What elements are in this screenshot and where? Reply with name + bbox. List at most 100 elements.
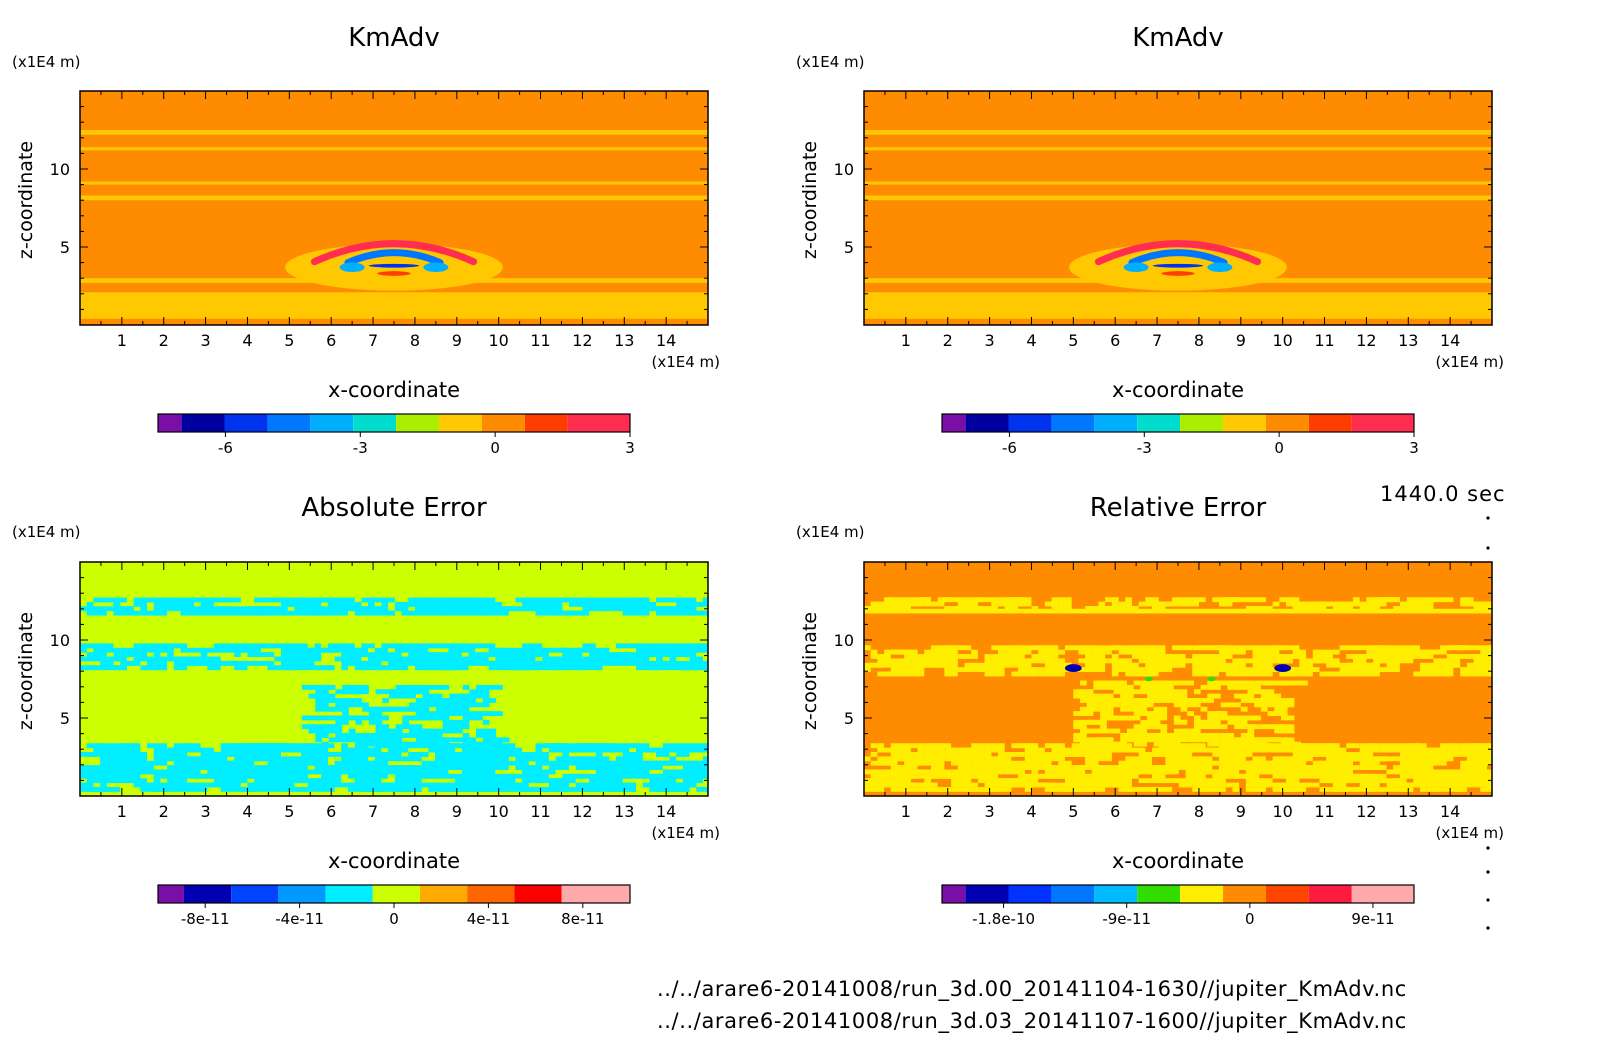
speckle-cell [1386,747,1400,753]
speckle-cell [864,667,871,673]
speckle-cell [140,643,168,649]
speckle-cell [1440,752,1447,757]
speckle-cell [1085,786,1106,792]
speckle-cell [977,786,985,792]
speckle-cell [254,769,281,775]
speckle-cell [1004,601,1032,607]
speckle-cell [1093,728,1121,734]
speckle-cell [1419,671,1441,677]
speckle-cell [1111,769,1119,775]
speckle-cell [997,645,1019,651]
margin-dot [1486,898,1490,902]
speckle-cell [455,647,462,653]
speckle-cell [193,769,201,775]
speckle-cell [1232,671,1246,677]
speckle-cell [609,769,636,775]
speckle-cell [100,786,114,792]
speckle-cell [1093,702,1107,708]
speckle-cell [475,773,489,779]
speckle-cell [575,610,590,616]
speckle-cell [1105,773,1126,779]
speckle-cell [462,698,477,703]
speckle-cell [1153,737,1161,743]
speckle-cell [977,773,985,779]
speckle-cell [1193,689,1201,695]
speckle-cell [342,732,363,738]
speckle-cell [1207,741,1235,747]
speckle-cell [1051,605,1072,611]
speckle-cell [1234,741,1248,747]
speckle-cell [1440,662,1447,668]
speckle-cell [1286,778,1300,784]
speckle-cell [1419,597,1427,603]
speckle-cell [569,778,576,784]
colorbar-frame [157,413,631,433]
speckle-cell [1225,667,1240,673]
speckle-cell [355,719,363,725]
x-tick-label: 2 [159,331,169,350]
speckle-cell [395,728,403,734]
speckle-cell [321,778,328,784]
speckle-cell [522,773,529,779]
speckle-cell [1126,689,1148,695]
speckle-cell [890,773,898,779]
speckle-cell [1111,671,1119,677]
speckle-cell [609,597,616,603]
speckle-cell [1158,752,1186,757]
speckle-cell [113,665,127,671]
speckle-cell [1031,654,1059,659]
speckle-cell [80,647,87,653]
speckle-cell [1272,601,1280,607]
speckle-cell [1225,782,1233,788]
speckle-cell [1245,597,1266,603]
speckle-cell [1100,741,1107,747]
speckle-cell [897,747,911,753]
colorbar-tick-label: 0 [1274,439,1284,457]
contour-dot [1152,263,1204,268]
speckle-cell [1125,743,1132,749]
speckle-cell [1205,658,1226,664]
speckle-cell [362,732,389,738]
speckle-cell [321,610,335,616]
speckle-cell [1480,778,1492,784]
speckle-cell [327,773,342,779]
x-tick-label: 14 [656,802,676,821]
speckle-cell [682,747,697,753]
speckle-cell [917,658,931,664]
speckle-cell [1279,671,1287,677]
x-tick-label: 5 [284,331,294,350]
speckle-cell [100,760,127,766]
speckle-cell [335,728,343,734]
x-tick-label: 11 [530,331,550,350]
speckle-cell [314,786,328,792]
speckle-cell [213,643,228,649]
colorbar-swatch [183,885,232,903]
speckle-cell [1158,658,1186,664]
colorbar-swatch [965,414,1009,432]
speckle-cell [441,660,449,666]
speckle-cell [1113,680,1127,686]
speckle-cell [629,610,650,616]
plot-area [80,91,708,325]
speckle-cell [1105,649,1112,655]
speckle-cell [649,778,663,784]
speckle-cell [448,747,456,753]
speckle-cell [1165,760,1179,766]
speckle-cell [1153,719,1161,725]
speckle-cell [1185,601,1199,607]
colorbar-swatch [439,414,482,432]
speckle-cell [126,778,147,784]
speckle-cell [1091,760,1099,766]
speckle-cell [93,743,101,749]
speckle-cell [1280,680,1308,686]
speckle-cell [1106,706,1114,712]
speckle-cell [1486,662,1492,668]
speckle-cell [1486,752,1492,757]
speckle-cell [676,606,697,612]
speckle-cell [341,752,362,757]
speckle-cell [1207,715,1221,721]
speckle-cell [260,652,268,658]
speckle-cell [140,786,161,792]
speckle-cell [173,597,181,603]
speckle-cell [247,782,261,788]
